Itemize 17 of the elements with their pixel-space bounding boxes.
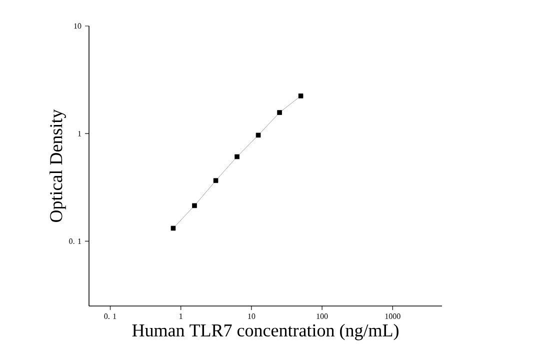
point [234, 154, 240, 160]
point [170, 226, 176, 231]
y-tick-label: 1 [78, 130, 81, 136]
x-axis-title: Human TLR7 concentration (ng/mL) [132, 324, 398, 340]
point [298, 94, 304, 98]
x-tick-label: 100 [316, 314, 328, 319]
y-tick-label: 0. 1 [69, 238, 81, 244]
x-tick-label: 0. 1 [104, 314, 116, 319]
y-axis-title: Optical Density [50, 109, 66, 222]
x-tick-label: 1 [180, 314, 182, 319]
point [256, 132, 261, 138]
x-tick-label: 10 [248, 314, 256, 319]
point [277, 110, 282, 115]
point [192, 203, 197, 208]
point [213, 178, 218, 183]
x-tick-label: 1000 [385, 314, 400, 319]
y-tick-label: 10 [74, 23, 82, 29]
